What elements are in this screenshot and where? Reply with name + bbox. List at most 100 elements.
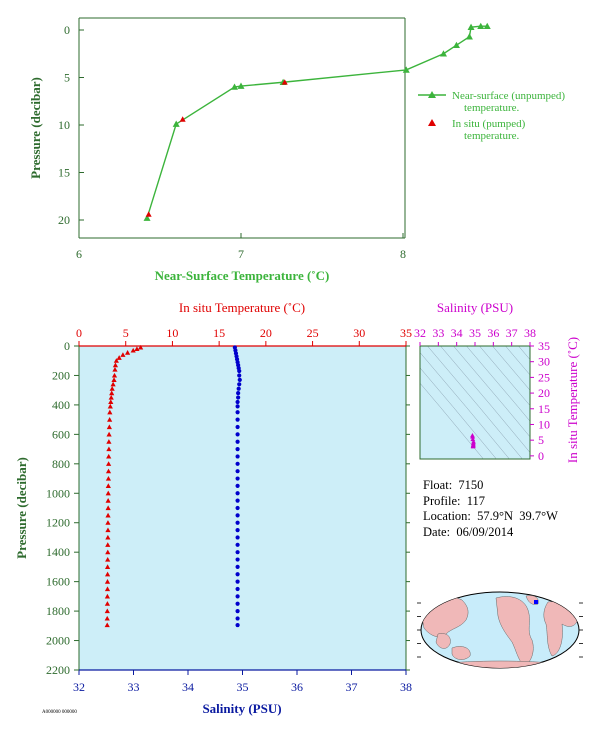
legend-pumped-label-line1: In situ (pumped) — [452, 118, 526, 130]
ts-salinity-tick-label: 37 — [506, 326, 518, 340]
ts-salinity-tick-label: 35 — [469, 326, 481, 340]
pressure-tick-label: 0 — [64, 339, 70, 353]
temperature-point — [104, 601, 111, 606]
ts-temperature-tick-label: 25 — [538, 370, 550, 384]
temperature-point — [105, 490, 111, 496]
ns-unpumped-point — [440, 50, 447, 57]
temperature-point — [105, 549, 111, 555]
temperature-point — [104, 564, 111, 569]
temperature-point — [105, 483, 111, 488]
legend-pumped-label-line2: temperature. — [464, 130, 520, 142]
ns-unpumped-point — [452, 41, 460, 48]
ts-temperature-label: In situ Temperature (˚C) — [565, 337, 580, 463]
ns-y-tick-label: 20 — [58, 213, 70, 227]
near-surface-chart: 6 7 8 0 5 10 15 20 Near-Surface Temperature (˚… — [28, 17, 565, 283]
temperature-ticks: 0 5 10 15 20 25 30 35 — [76, 326, 412, 346]
ns-unpumped-point — [465, 33, 473, 40]
ns-unpumped-point — [237, 82, 245, 89]
temperature-point — [110, 381, 116, 387]
legend-unpumped-marker — [428, 91, 436, 98]
temperature-axis-label: In situ Temperature (˚C) — [179, 300, 305, 315]
ns-pumped-markers — [145, 79, 288, 217]
temperature-point — [116, 355, 122, 360]
location-label: Location: — [423, 509, 471, 523]
map-graticule-ticks — [417, 602, 583, 658]
float-info-panel: Float: 7150 Profile: 117 Location: 57.9°… — [423, 478, 558, 540]
salinity-point — [235, 622, 240, 628]
ts-density-contour — [420, 382, 484, 459]
float-row: Float: 7150 — [423, 478, 558, 494]
ts-points — [470, 433, 476, 449]
salinity-axis-label: Salinity (PSU) — [202, 701, 281, 716]
date-row: Date: 06/09/2014 — [423, 525, 558, 541]
pressure-tick-label: 1000 — [46, 486, 70, 500]
salinity-point — [236, 395, 241, 400]
ns-unpumped-point — [477, 22, 485, 29]
temperature-tick-label: 20 — [260, 326, 272, 340]
ts-density-contour — [427, 346, 523, 459]
salinity-point — [235, 505, 240, 511]
ns-unpumped-markers — [143, 22, 491, 221]
footer-code: A000000 000000 — [42, 710, 77, 715]
ns-x-axis-label: Near-Surface Temperature (˚C) — [155, 268, 330, 283]
ns-unpumped-point — [143, 214, 151, 221]
ns-y-tick-label: 15 — [58, 166, 70, 180]
date-label: Date: — [423, 524, 451, 539]
pressure-tick-label: 2000 — [46, 634, 70, 648]
ts-density-contour — [466, 346, 530, 422]
ns-pumped-point — [281, 79, 288, 85]
pressure-tick-label: 800 — [52, 457, 70, 471]
map-land-australia — [451, 646, 471, 660]
salinity-point — [235, 410, 240, 415]
temperature-point — [112, 366, 118, 372]
salinity-point — [235, 601, 240, 606]
temperature-point — [111, 377, 117, 382]
temperature-point — [106, 439, 112, 444]
temperature-profile-markers — [104, 344, 144, 628]
salinity-point — [235, 461, 240, 466]
temperature-point — [104, 579, 111, 584]
temperature-point — [107, 409, 113, 415]
ts-density-contour — [479, 346, 530, 406]
map-land-india — [435, 633, 451, 649]
ts-density-contour — [440, 346, 530, 453]
ns-pumped-point — [145, 211, 152, 217]
ns-unpumped-point — [231, 83, 239, 90]
salinity-point — [235, 513, 240, 518]
salinity-point — [235, 586, 240, 592]
salinity-point — [235, 572, 240, 577]
ts-density-contour — [505, 346, 530, 376]
ts-point — [470, 433, 475, 438]
temperature-tick-label: 30 — [353, 326, 365, 340]
pressure-tick-label: 600 — [52, 427, 70, 441]
temperature-point — [113, 358, 119, 363]
world-map — [417, 591, 583, 669]
date-value: 06/09/2014 — [456, 524, 514, 539]
temperature-point — [105, 512, 111, 518]
temperature-point — [104, 622, 110, 628]
map-float-location-marker — [534, 600, 538, 604]
ts-point — [470, 443, 476, 449]
pressure-tick-label: 2200 — [46, 663, 70, 677]
temperature-tick-label: 10 — [166, 326, 178, 340]
ts-point — [471, 439, 476, 444]
salinity-point — [235, 399, 240, 405]
ns-y-tick-label: 10 — [58, 118, 70, 132]
temperature-tick-label: 15 — [213, 326, 225, 340]
ns-unpumped-point — [483, 22, 491, 29]
ns-unpumped-point — [172, 120, 180, 127]
salinity-point — [235, 476, 240, 481]
salinity-point — [235, 424, 240, 430]
temperature-point — [104, 593, 111, 599]
temperature-point — [112, 362, 119, 368]
float-value: 7150 — [458, 478, 484, 492]
temperature-point — [109, 386, 115, 391]
temperature-point — [104, 615, 110, 621]
temperature-point — [134, 346, 140, 352]
legend-unpumped-label-line2: temperature. — [464, 102, 520, 114]
temperature-point — [108, 394, 114, 400]
pressure-ticks: 0 200 400 600 800 1000 1200 1400 1600 1800 2000 220… — [46, 339, 410, 677]
salinity-point — [235, 527, 240, 533]
